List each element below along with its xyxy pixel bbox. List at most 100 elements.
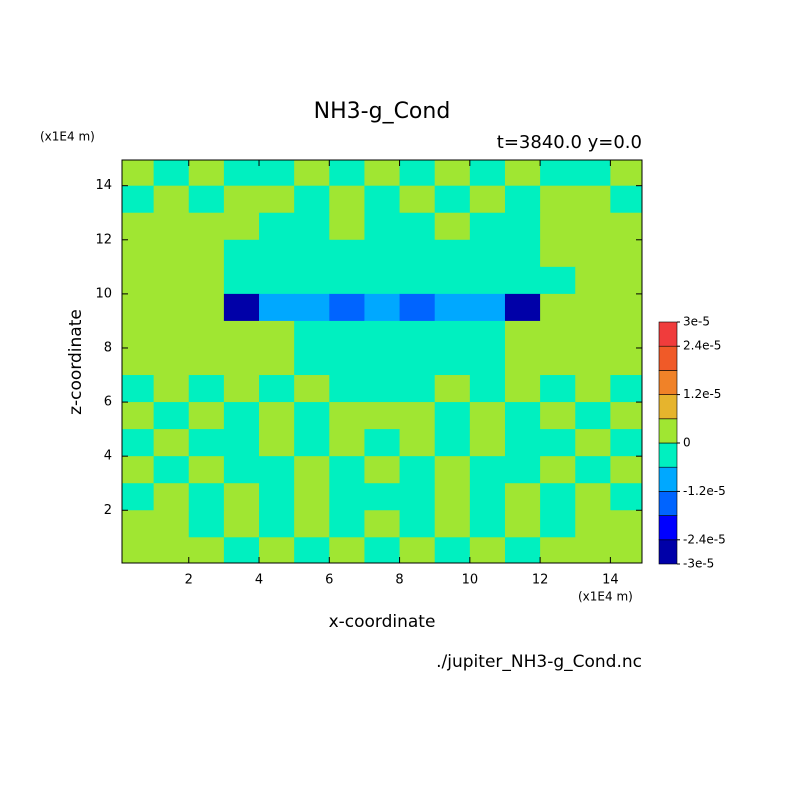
colorbar-segment bbox=[658, 345, 678, 371]
field-cell bbox=[122, 537, 155, 563]
field-cell bbox=[329, 212, 365, 241]
field-cell bbox=[329, 185, 365, 214]
field-cell bbox=[122, 402, 155, 430]
field-cell bbox=[294, 347, 330, 376]
field-cell bbox=[153, 239, 190, 268]
field-cell bbox=[364, 347, 401, 376]
field-cell bbox=[610, 347, 642, 376]
field-cell bbox=[575, 402, 611, 430]
plot-frame bbox=[121, 159, 643, 564]
field-cell bbox=[540, 537, 576, 563]
colorbar-segment bbox=[658, 515, 678, 541]
field-cell bbox=[223, 483, 260, 511]
colorbar-segment bbox=[658, 394, 678, 420]
field-cell bbox=[188, 320, 225, 349]
colorbar-label: 2.4e-5 bbox=[683, 339, 721, 353]
field-cell bbox=[434, 375, 471, 403]
field-cell bbox=[504, 347, 541, 376]
field-cell bbox=[504, 185, 541, 214]
field-cell bbox=[575, 293, 611, 322]
field-cell bbox=[122, 320, 155, 349]
field-cell bbox=[188, 402, 225, 430]
field-cell bbox=[575, 456, 611, 484]
x-unit: (x1E4 m) bbox=[578, 590, 633, 604]
colorbar-segment bbox=[658, 442, 678, 468]
field-cell bbox=[329, 160, 365, 187]
field-cell bbox=[294, 375, 330, 403]
field-cell bbox=[610, 375, 642, 403]
field-cell bbox=[259, 293, 295, 322]
colorbar-label: -3e-5 bbox=[683, 557, 714, 571]
field-cell bbox=[610, 456, 642, 484]
x-tick-label: 8 bbox=[395, 573, 403, 588]
field-cell bbox=[575, 266, 611, 295]
field bbox=[122, 160, 642, 563]
field-cell bbox=[122, 293, 155, 322]
field-cell bbox=[259, 402, 295, 430]
field-cell bbox=[364, 320, 401, 349]
field-cell bbox=[399, 537, 436, 563]
field-cell bbox=[575, 239, 611, 268]
chart-title: NH3-g_Cond bbox=[314, 99, 451, 124]
field-cell bbox=[188, 537, 225, 563]
field-cell bbox=[399, 375, 436, 403]
field-cell bbox=[575, 510, 611, 538]
field-cell bbox=[434, 266, 471, 295]
field-cell bbox=[259, 375, 295, 403]
field-cell bbox=[434, 239, 471, 268]
field-cell bbox=[399, 429, 436, 457]
colorbar-label: 3e-5 bbox=[683, 315, 710, 329]
field-cell bbox=[364, 537, 401, 563]
field-cell bbox=[188, 185, 225, 214]
field-cell bbox=[504, 402, 541, 430]
field-cell bbox=[434, 456, 471, 484]
field-cell bbox=[540, 347, 576, 376]
field-cell bbox=[610, 185, 642, 214]
field-cell bbox=[504, 510, 541, 538]
y-tick-label: 4 bbox=[104, 449, 112, 464]
field-cell bbox=[329, 483, 365, 511]
field-cell bbox=[329, 402, 365, 430]
field-cell bbox=[122, 212, 155, 241]
field-cell bbox=[540, 510, 576, 538]
field-cell bbox=[259, 185, 295, 214]
field-cell bbox=[434, 293, 471, 322]
field-cell bbox=[294, 320, 330, 349]
field-cell bbox=[504, 429, 541, 457]
x-tick-label: 2 bbox=[185, 573, 193, 588]
field-cell bbox=[540, 320, 576, 349]
field-cell bbox=[294, 293, 330, 322]
field-cell bbox=[223, 293, 260, 322]
y-tick-label: 14 bbox=[95, 178, 112, 193]
field-cell bbox=[610, 402, 642, 430]
field-cell bbox=[259, 537, 295, 563]
x-tick-label: 10 bbox=[462, 573, 479, 588]
colorbar-label: 0 bbox=[683, 436, 691, 450]
field-cell bbox=[329, 537, 365, 563]
field-cell bbox=[153, 402, 190, 430]
field-cell bbox=[469, 347, 506, 376]
field-cell bbox=[504, 320, 541, 349]
field-cell bbox=[399, 239, 436, 268]
field-cell bbox=[223, 510, 260, 538]
field-cell bbox=[469, 212, 506, 241]
field-cell bbox=[223, 185, 260, 214]
field-cell bbox=[122, 347, 155, 376]
field-cell bbox=[364, 402, 401, 430]
field-cell bbox=[504, 537, 541, 563]
field-cell bbox=[575, 483, 611, 511]
field-cell bbox=[469, 402, 506, 430]
source-label: ./jupiter_NH3-g_Cond.nc bbox=[436, 652, 642, 672]
field-cell bbox=[188, 510, 225, 538]
field-cell bbox=[122, 185, 155, 214]
field-cell bbox=[329, 510, 365, 538]
field-cell bbox=[434, 185, 471, 214]
field-cell bbox=[223, 320, 260, 349]
field-cell bbox=[223, 375, 260, 403]
y-tick-label: 10 bbox=[95, 286, 112, 301]
field-cell bbox=[610, 510, 642, 538]
field-cell bbox=[540, 375, 576, 403]
colorbar-segment bbox=[658, 491, 678, 516]
field-cell bbox=[364, 293, 401, 322]
field-cell bbox=[469, 160, 506, 187]
